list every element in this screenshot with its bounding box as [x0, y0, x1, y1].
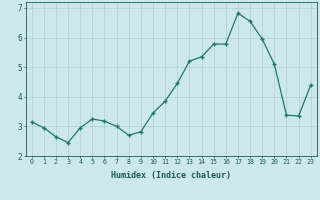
X-axis label: Humidex (Indice chaleur): Humidex (Indice chaleur)	[111, 171, 231, 180]
